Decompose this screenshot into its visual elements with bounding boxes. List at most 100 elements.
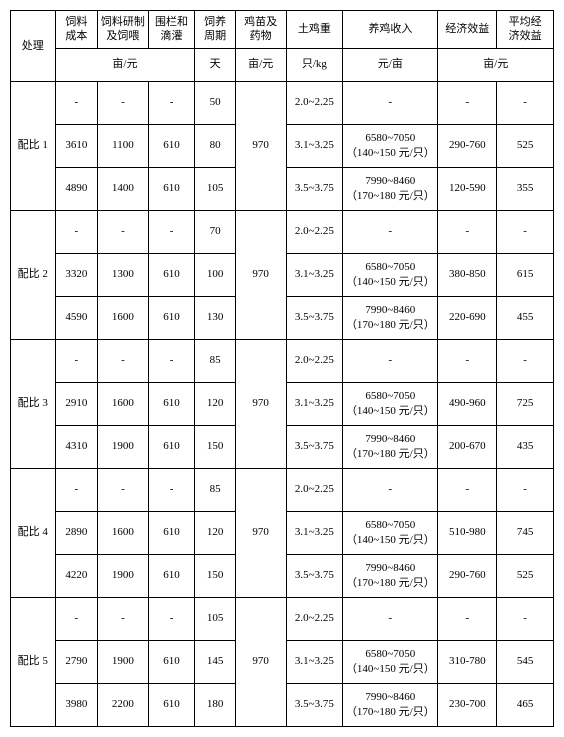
cell-avg: 435 bbox=[497, 425, 554, 468]
cell-fence: 610 bbox=[148, 640, 195, 683]
cell-profit: 220-690 bbox=[438, 296, 497, 339]
cell-days: 80 bbox=[195, 124, 236, 167]
cell-profit: 380-850 bbox=[438, 253, 497, 296]
cell-avg: - bbox=[497, 468, 554, 511]
cell-income: 6580~7050（140~150 元/只） bbox=[343, 382, 438, 425]
cell-fence: 610 bbox=[148, 554, 195, 597]
cell-wt: 3.5~3.75 bbox=[286, 683, 343, 726]
cell-chick: 970 bbox=[235, 81, 286, 210]
col-feed-prep: 饲料研制及饲喂 bbox=[98, 11, 149, 49]
cell-profit: 290-760 bbox=[438, 554, 497, 597]
cell-avg: - bbox=[497, 81, 554, 124]
group-label: 配比 3 bbox=[11, 339, 56, 468]
table-row: 配比 4---859702.0~2.25--- bbox=[11, 468, 554, 511]
cell-profit: 200-670 bbox=[438, 425, 497, 468]
cell-feed: 2790 bbox=[55, 640, 98, 683]
cell-wt: 3.1~3.25 bbox=[286, 382, 343, 425]
cell-days: 150 bbox=[195, 554, 236, 597]
unit-yuan-mu: 元/亩 bbox=[343, 48, 438, 81]
cell-chick: 970 bbox=[235, 468, 286, 597]
cell-avg: 355 bbox=[497, 167, 554, 210]
unit-kg: 只/kg bbox=[286, 48, 343, 81]
cell-income: - bbox=[343, 210, 438, 253]
cell-wt: 3.5~3.75 bbox=[286, 554, 343, 597]
cell-prep: - bbox=[98, 597, 149, 640]
cell-days: 180 bbox=[195, 683, 236, 726]
cell-avg: 455 bbox=[497, 296, 554, 339]
col-period: 饲养周期 bbox=[195, 11, 236, 49]
cell-feed: 3320 bbox=[55, 253, 98, 296]
cell-prep: 1600 bbox=[98, 382, 149, 425]
cell-fence: 610 bbox=[148, 382, 195, 425]
cell-fence: - bbox=[148, 210, 195, 253]
cell-income: 7990~8460（170~180 元/只） bbox=[343, 425, 438, 468]
cell-prep: 1900 bbox=[98, 425, 149, 468]
col-feed-cost: 饲料成本 bbox=[55, 11, 98, 49]
cell-income: 6580~7050（140~150 元/只） bbox=[343, 253, 438, 296]
cell-avg: 725 bbox=[497, 382, 554, 425]
cell-feed: 3610 bbox=[55, 124, 98, 167]
cell-feed: - bbox=[55, 597, 98, 640]
cell-wt: 3.5~3.75 bbox=[286, 296, 343, 339]
cell-chick: 970 bbox=[235, 597, 286, 726]
cell-avg: 545 bbox=[497, 640, 554, 683]
cell-feed: 4590 bbox=[55, 296, 98, 339]
cell-prep: 1100 bbox=[98, 124, 149, 167]
col-treatment: 处理 bbox=[11, 11, 56, 82]
cell-wt: 3.1~3.25 bbox=[286, 640, 343, 683]
cell-days: 85 bbox=[195, 339, 236, 382]
cell-avg: - bbox=[497, 597, 554, 640]
cell-profit: - bbox=[438, 210, 497, 253]
cell-avg: 745 bbox=[497, 511, 554, 554]
cell-feed: - bbox=[55, 210, 98, 253]
cell-wt: 3.5~3.75 bbox=[286, 167, 343, 210]
cell-wt: 2.0~2.25 bbox=[286, 339, 343, 382]
cell-profit: - bbox=[438, 597, 497, 640]
cell-profit: - bbox=[438, 81, 497, 124]
cell-avg: 525 bbox=[497, 124, 554, 167]
cell-days: 120 bbox=[195, 382, 236, 425]
table-row: 配比 3---859702.0~2.25--- bbox=[11, 339, 554, 382]
cell-prep: - bbox=[98, 81, 149, 124]
cell-fence: 610 bbox=[148, 167, 195, 210]
cell-prep: - bbox=[98, 468, 149, 511]
group-label: 配比 1 bbox=[11, 81, 56, 210]
cell-fence: 610 bbox=[148, 253, 195, 296]
cell-income: 7990~8460（170~180 元/只） bbox=[343, 683, 438, 726]
cell-income: 7990~8460（170~180 元/只） bbox=[343, 167, 438, 210]
cell-prep: 1400 bbox=[98, 167, 149, 210]
col-avg-profit: 平均经济效益 bbox=[497, 11, 554, 49]
cell-prep: 1300 bbox=[98, 253, 149, 296]
cell-feed: 4220 bbox=[55, 554, 98, 597]
cell-income: 6580~7050（140~150 元/只） bbox=[343, 511, 438, 554]
cell-prep: 1900 bbox=[98, 640, 149, 683]
unit-mu-yuan-3: 亩/元 bbox=[438, 48, 554, 81]
cell-income: - bbox=[343, 597, 438, 640]
cell-profit: - bbox=[438, 339, 497, 382]
col-weight: 土鸡重 bbox=[286, 11, 343, 49]
cell-fence: - bbox=[148, 339, 195, 382]
cell-profit: - bbox=[438, 468, 497, 511]
cell-profit: 120-590 bbox=[438, 167, 497, 210]
cell-avg: 615 bbox=[497, 253, 554, 296]
cell-profit: 490-960 bbox=[438, 382, 497, 425]
cell-prep: 1600 bbox=[98, 511, 149, 554]
cell-income: 7990~8460（170~180 元/只） bbox=[343, 554, 438, 597]
group-label: 配比 4 bbox=[11, 468, 56, 597]
cell-days: 120 bbox=[195, 511, 236, 554]
cell-profit: 310-780 bbox=[438, 640, 497, 683]
cell-fence: 610 bbox=[148, 683, 195, 726]
cell-wt: 2.0~2.25 bbox=[286, 81, 343, 124]
cell-income: - bbox=[343, 468, 438, 511]
cell-wt: 3.1~3.25 bbox=[286, 124, 343, 167]
unit-mu-yuan-1: 亩/元 bbox=[55, 48, 195, 81]
cell-income: 7990~8460（170~180 元/只） bbox=[343, 296, 438, 339]
cell-feed: - bbox=[55, 468, 98, 511]
cell-fence: 610 bbox=[148, 425, 195, 468]
cell-prep: 1600 bbox=[98, 296, 149, 339]
cell-wt: 2.0~2.25 bbox=[286, 468, 343, 511]
cell-prep: - bbox=[98, 210, 149, 253]
cell-fence: - bbox=[148, 468, 195, 511]
cell-feed: 4890 bbox=[55, 167, 98, 210]
cell-feed: 4310 bbox=[55, 425, 98, 468]
